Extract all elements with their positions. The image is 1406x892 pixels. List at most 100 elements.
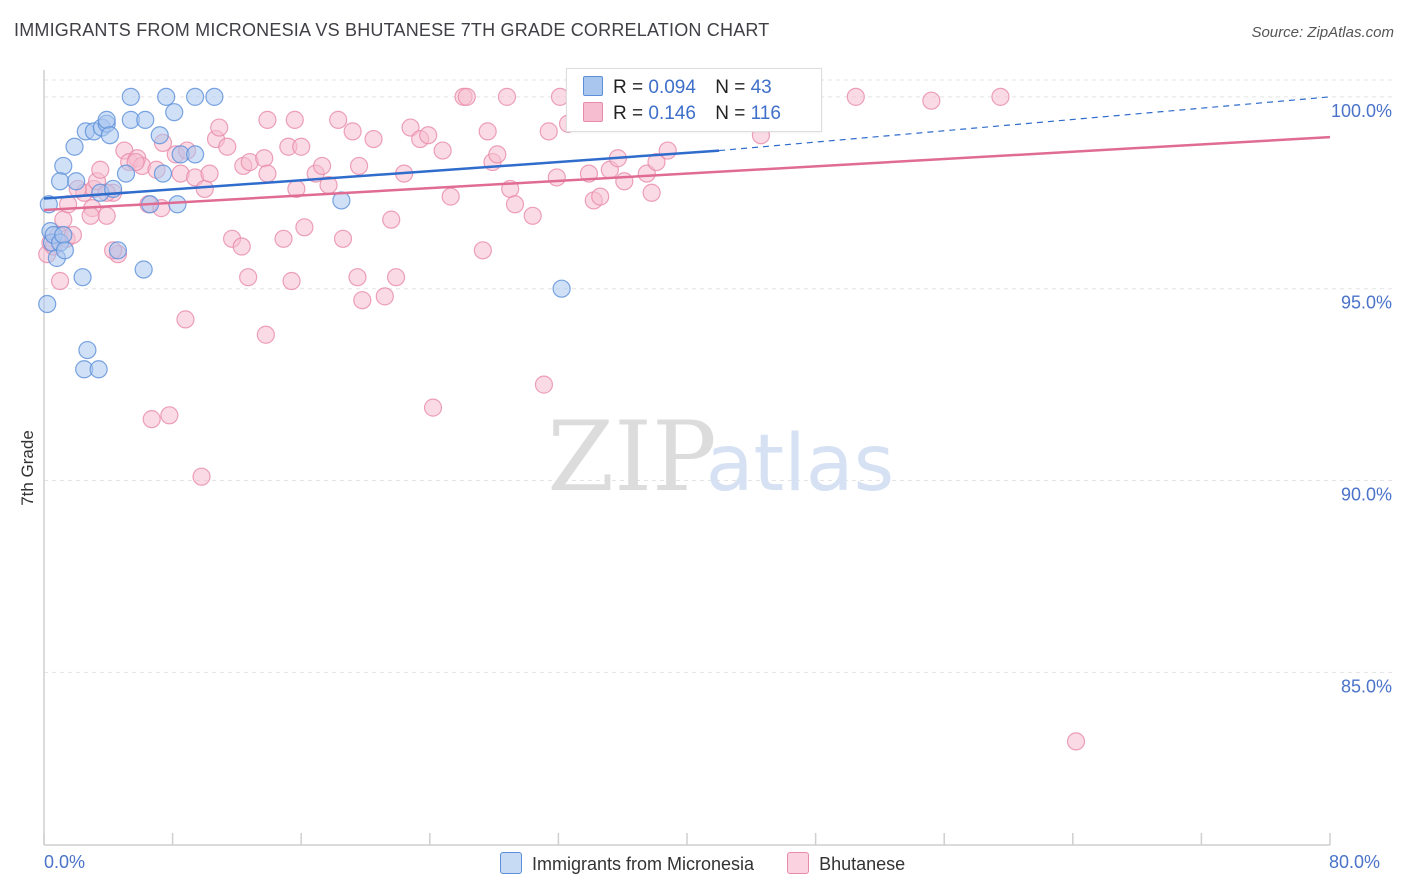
micronesia-trend-line: [43, 149, 720, 200]
micronesia-point[interactable]: [100, 126, 120, 145]
bhutanese-point[interactable]: [295, 218, 314, 237]
micronesia-point[interactable]: [552, 279, 571, 298]
bhutanese-point[interactable]: [922, 91, 941, 110]
bhutanese-point[interactable]: [457, 87, 476, 106]
bhutanese-point[interactable]: [50, 271, 70, 291]
bhutanese-point[interactable]: [991, 87, 1010, 106]
micronesia-point[interactable]: [136, 110, 155, 129]
micronesia-point[interactable]: [73, 268, 92, 287]
chart-title: IMMIGRANTS FROM MICRONESIA VS BHUTANESE …: [14, 20, 770, 40]
micronesia-n-value: 43: [750, 77, 772, 98]
bhutanese-point[interactable]: [329, 110, 348, 129]
bhutanese-swatch: [583, 102, 603, 122]
micronesia-point[interactable]: [89, 360, 108, 379]
bhutanese-point[interactable]: [658, 141, 677, 160]
bhutanese-point[interactable]: [91, 160, 110, 179]
trend-lines: [43, 96, 1331, 212]
bhutanese-point[interactable]: [312, 156, 332, 176]
bhutanese-point[interactable]: [258, 110, 277, 129]
bhutanese-point[interactable]: [382, 210, 401, 229]
bhutanese-point[interactable]: [353, 291, 372, 310]
bhutanese-point[interactable]: [433, 141, 452, 160]
bhutanese-point[interactable]: [473, 241, 492, 260]
bhutanese-trend-line: [43, 135, 1331, 212]
bhutanese-point[interactable]: [523, 206, 542, 225]
legend-swatch-bhutanese: [787, 852, 810, 874]
bhutanese-point[interactable]: [192, 467, 211, 486]
bhutanese-point[interactable]: [846, 87, 865, 106]
micronesia-point[interactable]: [205, 87, 224, 106]
bhutanese-point[interactable]: [348, 268, 367, 287]
bhutanese-point[interactable]: [333, 229, 353, 248]
bhutanese-point[interactable]: [505, 195, 525, 214]
micronesia-point[interactable]: [65, 137, 84, 156]
bhutanese-point[interactable]: [274, 229, 293, 248]
bhutanese-point[interactable]: [539, 122, 558, 141]
bhutanese-point[interactable]: [160, 406, 179, 425]
micronesia-point[interactable]: [186, 145, 205, 164]
y-tick-label: 100.0%: [1331, 101, 1392, 121]
bhutanese-point[interactable]: [255, 149, 274, 168]
bhutanese-point[interactable]: [642, 183, 661, 202]
micronesia-point[interactable]: [78, 340, 97, 360]
micronesia-point[interactable]: [134, 260, 153, 279]
micronesia-point[interactable]: [38, 294, 57, 314]
micronesia-point[interactable]: [157, 87, 176, 106]
bhutanese-point[interactable]: [200, 164, 219, 183]
bhutanese-point[interactable]: [232, 237, 251, 256]
bhutanese-point[interactable]: [210, 118, 229, 137]
bhutanese-point[interactable]: [591, 187, 610, 206]
micronesia-point[interactable]: [116, 164, 136, 183]
bhutanese-point[interactable]: [142, 410, 161, 429]
y-tick-label: 90.0%: [1341, 485, 1392, 505]
micronesia-point[interactable]: [121, 87, 140, 106]
micronesia-point[interactable]: [150, 126, 169, 145]
bhutanese-point[interactable]: [534, 375, 554, 394]
bhutanese-point[interactable]: [81, 206, 100, 225]
micronesia-point[interactable]: [165, 103, 184, 122]
bhutanese-point[interactable]: [239, 268, 258, 287]
micronesia-point[interactable]: [108, 241, 128, 260]
bhutanese-point[interactable]: [292, 137, 311, 156]
bhutanese-point[interactable]: [218, 137, 237, 156]
micronesia-point[interactable]: [55, 241, 74, 260]
micronesia-point[interactable]: [97, 110, 116, 129]
bhutanese-point[interactable]: [647, 152, 666, 172]
bhutanese-point[interactable]: [386, 268, 406, 287]
bhutanese-point[interactable]: [547, 168, 566, 187]
bhutanese-point[interactable]: [97, 206, 116, 225]
watermark: ZIP atlas: [547, 401, 894, 513]
micronesia-point[interactable]: [186, 87, 205, 106]
micronesia-point[interactable]: [67, 172, 86, 191]
bhutanese-point[interactable]: [478, 122, 497, 141]
bhutanese-point[interactable]: [497, 87, 517, 106]
bhutanese-point[interactable]: [488, 145, 507, 164]
bhutanese-point[interactable]: [349, 156, 369, 176]
micronesia-point[interactable]: [168, 195, 187, 214]
bhutanese-point[interactable]: [615, 172, 634, 191]
bhutanese-point[interactable]: [343, 122, 362, 141]
x-tick-min: 0.0%: [44, 852, 86, 872]
bhutanese-point[interactable]: [256, 325, 275, 344]
legend-item-bhutanese[interactable]: Bhutanese: [787, 852, 905, 875]
source-credit: Source: ZipAtlas.com: [1251, 24, 1394, 41]
bhutanese-point[interactable]: [423, 398, 443, 417]
bhutanese-point[interactable]: [258, 164, 277, 183]
bhutanese-point[interactable]: [441, 187, 460, 206]
bhutanese-point[interactable]: [195, 179, 214, 199]
bhutanese-point[interactable]: [285, 110, 304, 129]
bhutanese-point[interactable]: [282, 271, 301, 291]
micronesia-point[interactable]: [54, 225, 73, 245]
micronesia-point[interactable]: [153, 164, 173, 183]
bhutanese-point[interactable]: [364, 129, 383, 149]
bhutanese-point[interactable]: [419, 126, 438, 145]
micronesia-point[interactable]: [50, 172, 70, 191]
bhutanese-point[interactable]: [176, 310, 195, 329]
micronesia-point[interactable]: [54, 156, 73, 176]
bhutanese-point[interactable]: [375, 287, 394, 306]
bhutanese-point[interactable]: [1066, 732, 1086, 751]
legend-swatch-micronesia: [500, 852, 522, 874]
legend-item-micronesia[interactable]: Immigrants from Micronesia: [500, 852, 754, 875]
micronesia-r-value: 0.094: [648, 77, 696, 98]
